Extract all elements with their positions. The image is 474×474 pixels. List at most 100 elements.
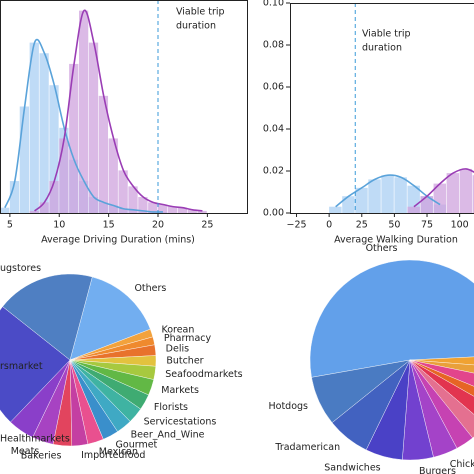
histogram-bar bbox=[433, 183, 446, 213]
axes-frame bbox=[0, 0, 248, 214]
annotation: Viable trip bbox=[362, 29, 411, 40]
slice-label: Bakeries bbox=[21, 450, 62, 461]
histogram-bar bbox=[128, 186, 138, 213]
slice-label: Tradamerican bbox=[274, 442, 340, 453]
y-tick-label: 0.02 bbox=[263, 166, 284, 177]
histogram-bar bbox=[394, 177, 407, 213]
histogram-bar bbox=[420, 196, 433, 213]
slice-label: Mexican bbox=[99, 446, 138, 457]
plot-area bbox=[0, 9, 207, 213]
histogram-bar bbox=[446, 173, 460, 213]
slice-label: Sandwiches bbox=[324, 463, 380, 474]
slice-label: ugstores bbox=[0, 263, 41, 274]
histogram-bar bbox=[148, 202, 158, 213]
histogram-bar bbox=[459, 168, 473, 213]
slice-label: Pharmacy bbox=[164, 333, 212, 344]
histogram-bar bbox=[88, 42, 99, 213]
histogram-bar bbox=[368, 179, 381, 213]
slice-label: Korean bbox=[161, 324, 194, 335]
slice-label: Chicken_Wings bbox=[450, 459, 474, 470]
slice-label: Importedfood bbox=[81, 450, 145, 461]
slice-label: Delis bbox=[166, 343, 189, 354]
slice-label: Others bbox=[134, 283, 166, 294]
slice-label: Florists bbox=[154, 402, 188, 413]
pie-slice bbox=[309, 259, 474, 378]
histogram-bar bbox=[0, 207, 10, 213]
histogram-bar bbox=[69, 63, 79, 213]
slice-label: Servicestations bbox=[144, 417, 217, 428]
slice-label: Butcher bbox=[166, 356, 203, 367]
histogram-bar bbox=[9, 181, 20, 213]
pie-slice bbox=[409, 359, 474, 374]
histogram-bar bbox=[167, 206, 178, 213]
histogram-bar bbox=[329, 206, 342, 213]
y-tick-label: 0.00 bbox=[263, 208, 284, 219]
histogram-bar bbox=[49, 181, 59, 213]
histogram-bar bbox=[187, 209, 197, 213]
slice-label: rsmarket bbox=[0, 361, 43, 372]
histogram-bar bbox=[407, 185, 420, 213]
histogram-bar bbox=[177, 207, 188, 213]
pie-slice bbox=[311, 359, 411, 423]
slice-label: Burgers bbox=[419, 466, 456, 474]
histogram-bar bbox=[158, 204, 168, 213]
density-line bbox=[335, 174, 441, 208]
histogram-bar bbox=[39, 202, 49, 213]
histogram-bar bbox=[138, 197, 148, 213]
histogram-bar bbox=[108, 138, 118, 213]
slice-label: Meats bbox=[11, 446, 40, 457]
density-line bbox=[413, 168, 474, 208]
pie-slice bbox=[0, 306, 71, 423]
histogram-bar bbox=[19, 106, 30, 213]
slice-label: Markets bbox=[161, 385, 199, 396]
density-line bbox=[34, 9, 203, 212]
axes-frame bbox=[290, 3, 474, 214]
slice-label: Seafoodmarkets bbox=[165, 369, 242, 380]
histogram-bar bbox=[98, 95, 109, 213]
x-tick-label: 25 bbox=[201, 220, 213, 231]
pie-slice bbox=[409, 356, 474, 366]
histogram-bar bbox=[49, 85, 59, 213]
x-tick-label: 25 bbox=[356, 220, 368, 231]
histogram-bar bbox=[407, 206, 420, 213]
x-axis-label: Average Walking Duration bbox=[334, 235, 458, 246]
annotation: Viable trip bbox=[176, 7, 225, 18]
y-tick-label: 0.08 bbox=[263, 40, 284, 51]
x-axis-label: Average Driving Duration (mins) bbox=[41, 235, 195, 246]
x-tick-label: 0 bbox=[326, 220, 332, 231]
histogram-bar bbox=[381, 175, 394, 213]
x-tick-label: 5 bbox=[7, 220, 13, 231]
x-tick-label: 50 bbox=[388, 220, 400, 231]
slice-label: Healthmarkets bbox=[0, 434, 70, 445]
x-tick-label: 75 bbox=[421, 220, 433, 231]
x-tick-label: 100 bbox=[451, 220, 469, 231]
pie-slice bbox=[2, 273, 93, 361]
x-tick-label: 20 bbox=[152, 220, 164, 231]
x-tick-label: −25 bbox=[286, 220, 306, 231]
histogram-bar bbox=[39, 53, 49, 213]
histogram-bar bbox=[29, 210, 39, 213]
pie-slice bbox=[69, 276, 151, 361]
histogram-bar bbox=[472, 175, 474, 213]
slice-label: Hotdogs bbox=[268, 401, 308, 412]
histogram-bar bbox=[118, 170, 128, 213]
y-tick-label: 0.06 bbox=[263, 82, 284, 93]
histogram-bar bbox=[355, 187, 368, 213]
annotation: duration bbox=[176, 21, 216, 32]
plot-area bbox=[329, 168, 474, 213]
density-line bbox=[4, 38, 163, 213]
x-tick-label: 10 bbox=[53, 220, 65, 231]
slice-label: Beer_And_Wine bbox=[131, 429, 205, 440]
y-tick-label: 0.04 bbox=[263, 124, 284, 135]
slice-label: Others bbox=[366, 243, 398, 254]
histogram-bar bbox=[29, 42, 39, 213]
slice-label: Gourmet bbox=[116, 439, 158, 450]
histogram-bar bbox=[59, 138, 69, 213]
histogram-bar bbox=[197, 210, 207, 213]
histogram-bar bbox=[79, 10, 89, 213]
y-tick-label: 0.10 bbox=[263, 0, 284, 9]
histogram-bar bbox=[342, 196, 355, 213]
x-tick-label: 15 bbox=[103, 220, 115, 231]
annotation: duration bbox=[362, 43, 402, 54]
